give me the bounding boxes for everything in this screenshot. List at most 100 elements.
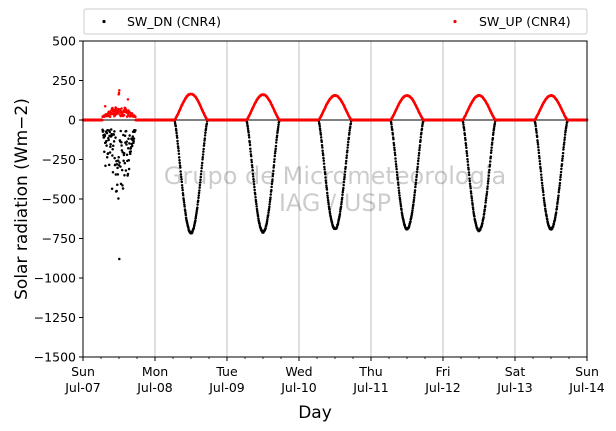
sw-dn-point [197,191,201,195]
sw-dn-point [546,218,549,221]
sw-dn-point [411,206,415,210]
sw-dn-point [464,142,467,145]
sw-dn-point [270,185,273,189]
sw-dn-point [252,177,255,181]
sw-dn-point [179,170,182,173]
sw-dn-point [118,257,121,261]
sw-dn-point [396,176,399,179]
sw-dn-point [275,136,279,139]
sw-dn-point [122,151,126,155]
sw-dn-point [181,186,184,190]
sw-dn-point [541,188,545,192]
y-tick-label: −500 [42,192,76,207]
sw-dn-point [559,173,563,177]
y-tick-label: −750 [42,231,76,246]
sw-dn-point [251,172,255,176]
watermark-line-1: Grupo de Micrometeorologia [164,162,506,190]
watermark: Grupo de Micrometeorologia IAG / USP [164,162,506,217]
sw-dn-point [563,141,566,144]
legend-box [83,8,588,35]
sw-dn-point [561,154,565,158]
sw-dn-point [105,131,109,135]
sw-dn-point [269,196,272,199]
sw-dn-point [101,129,105,133]
sw-dn-point [250,158,253,162]
sw-dn-point [467,171,471,174]
sw-dn-point [256,215,260,218]
sw-dn-point [194,215,198,219]
sw-dn-point [399,204,403,208]
sw-dn-point [560,167,563,171]
sw-dn-point [540,181,544,185]
sw-dn-point [179,166,182,169]
sw-dn-point [469,187,472,190]
sw-dn-point [418,148,421,152]
sw-dn-point [393,146,396,149]
sw-dn-point [467,168,470,171]
sw-dn-point [125,143,128,146]
sw-dn-point [123,134,127,137]
sw-dn-point [197,196,200,200]
sw-dn-point [538,156,541,160]
sw-dn-point [255,205,258,208]
sw-dn-point [177,146,180,150]
sw-dn-point [471,206,475,209]
sw-dn-point [194,219,197,223]
sw-dn-point [537,145,540,149]
sw-dn-point [341,190,345,194]
sw-dn-point [322,156,325,160]
sw-dn-point [251,165,254,169]
sw-dn-point [420,127,424,131]
sw-up-point [113,114,117,117]
sw-dn-point [411,209,414,212]
sw-dn-point [561,151,565,155]
sw-dn-point [486,187,489,190]
x-tick-label-weekday: Sun [575,364,599,379]
sw-dn-point [105,139,108,143]
x-tick-label-date: Jul-07 [64,380,101,395]
sw-dn-point [268,205,271,209]
sw-dn-point [122,159,125,162]
sw-dn-point [246,127,250,130]
sw-dn-point [420,131,423,135]
sw-dn-point [464,143,468,147]
sw-dn-point [253,185,256,189]
sw-dn-point [419,139,422,142]
sw-dn-point [269,193,273,196]
sw-dn-point [177,156,181,159]
sw-dn-point [535,131,538,134]
sw-dn-point [397,189,401,192]
sw-dn-point [198,181,202,184]
sw-dn-point [175,129,178,132]
sw-dn-point [486,185,489,188]
sw-dn-point [107,136,110,140]
sw-dn-point [409,220,412,223]
sw-dn-point [325,188,329,191]
sw-dn-point [201,153,205,156]
sw-dn-point [323,172,327,176]
sw-dn-point [556,198,560,202]
sw-dn-point [119,129,122,133]
sw-dn-point [266,218,269,222]
sw-dn-point [534,122,537,126]
sw-dn-point [486,182,490,185]
sw-dn-point [106,152,110,155]
sw-dn-point [181,188,184,192]
sw-dn-point [276,127,280,131]
sw-dn-point [538,162,542,166]
sw-dn-point [564,128,567,132]
sw-dn-point [275,138,278,142]
sw-dn-point [417,154,421,157]
sw-dn-point [534,124,537,128]
sw-dn-point [111,144,115,148]
sw-dn-point [105,155,109,159]
x-tick-label-date: Jul-13 [496,380,533,395]
x-tick-label-date: Jul-09 [208,380,245,395]
x-axis-title: Day [298,403,332,423]
sw-dn-point [462,126,466,130]
sw-dn-point [393,151,397,155]
sw-dn-point [117,156,120,159]
sw-dn-point [108,151,112,154]
sw-dn-point [552,222,556,226]
sw-dn-point [544,210,548,214]
